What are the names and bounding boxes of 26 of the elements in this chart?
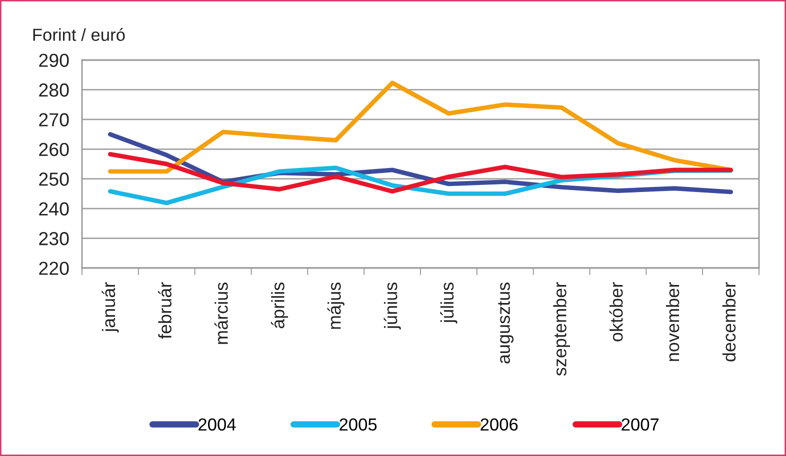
y-tick-label: 280 bbox=[39, 83, 69, 97]
x-tick-label: február bbox=[158, 282, 172, 339]
x-tick-label: szeptember bbox=[553, 282, 570, 376]
x-tick-label: március bbox=[214, 282, 228, 344]
x-tick-label: január bbox=[102, 282, 119, 333]
y-tick-label: 260 bbox=[39, 142, 69, 156]
x-tick-label: december bbox=[722, 282, 736, 362]
x-tick-label: augusztus bbox=[498, 282, 514, 364]
y-tick-label: 240 bbox=[39, 202, 69, 216]
line-series bbox=[108, 152, 734, 194]
y-axis-title: Forint / euró bbox=[33, 28, 125, 41]
x-tick-label: április bbox=[270, 282, 288, 328]
legend-label: 2006 bbox=[480, 418, 518, 431]
y-tick-label: 250 bbox=[39, 172, 69, 186]
legend-label: 2005 bbox=[340, 418, 377, 431]
x-tick-label: június bbox=[384, 282, 401, 330]
x-tick-label: október bbox=[609, 282, 623, 342]
x-tick-label: november bbox=[666, 282, 680, 361]
y-tick-label: 290 bbox=[39, 54, 69, 67]
legend-label: 2004 bbox=[198, 418, 236, 431]
y-tick-label: 230 bbox=[39, 232, 69, 246]
y-tick-label: 270 bbox=[39, 113, 69, 126]
legend-label: 2007 bbox=[622, 418, 659, 431]
x-tick-label: július bbox=[440, 282, 458, 324]
y-tick-label: 220 bbox=[39, 262, 69, 275]
x-tick-label: május bbox=[327, 282, 344, 329]
